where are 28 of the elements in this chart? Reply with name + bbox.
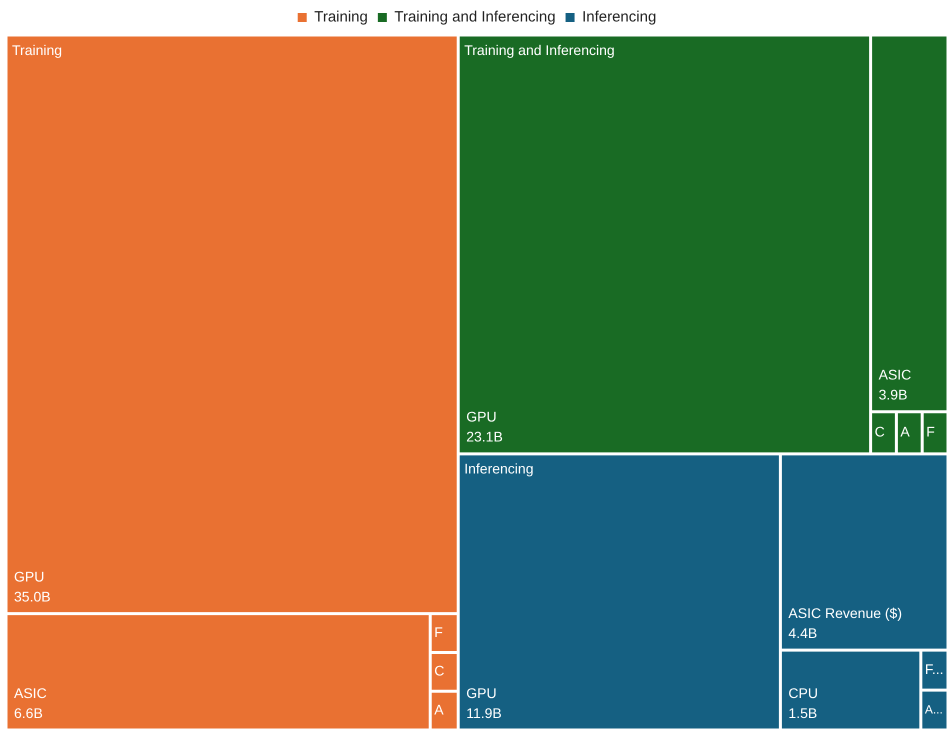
category-label: F...	[924, 660, 944, 677]
category-label: GPU	[14, 568, 44, 585]
data-label: 35.0B	[14, 588, 51, 605]
category-label: F	[434, 624, 443, 640]
category-label: A...	[924, 702, 943, 716]
text: Training	[12, 42, 62, 58]
category-label: GPU	[466, 684, 497, 701]
legend-label: Training	[314, 8, 368, 26]
category-label: A	[900, 424, 910, 440]
legend-label: Training and Inferencing	[394, 8, 556, 26]
category-label: C	[434, 662, 444, 679]
category-label: A	[434, 701, 444, 718]
data-label: 3.9B	[878, 386, 908, 403]
text: Inferencing	[464, 460, 534, 477]
category-label: CPU	[788, 684, 818, 701]
category-label: GPU	[466, 408, 497, 425]
data-label: 4.4B	[788, 624, 818, 641]
data-label: 23.1B	[466, 428, 503, 445]
data-label: 1.5B	[788, 704, 818, 721]
data-label: 6.6B	[14, 704, 43, 721]
category-label: F	[926, 424, 935, 440]
category-label: ASIC	[14, 684, 47, 701]
legend-label: Inferencing	[582, 8, 656, 26]
category-label: ASIC Revenue ($)	[788, 604, 902, 621]
data-label: 11.9B	[466, 704, 502, 721]
category-label: C	[874, 424, 885, 440]
category-label: ASIC	[878, 366, 912, 383]
text: Training and Inferencing	[464, 42, 615, 58]
